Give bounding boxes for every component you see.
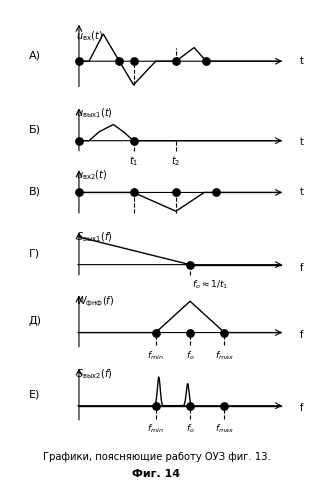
Text: $u_{\text{вых1}}(t)$: $u_{\text{вых1}}(t)$ bbox=[75, 106, 112, 120]
Text: Г): Г) bbox=[29, 248, 40, 258]
Text: $t_2$: $t_2$ bbox=[171, 154, 181, 168]
Text: $u_{\text{вх2}}(t)$: $u_{\text{вх2}}(t)$ bbox=[75, 168, 107, 182]
Text: Е): Е) bbox=[29, 389, 40, 399]
Text: f: f bbox=[300, 330, 303, 340]
Text: $f_o$: $f_o$ bbox=[186, 422, 194, 435]
Point bbox=[187, 402, 192, 409]
Text: $f_{min}$: $f_{min}$ bbox=[147, 422, 164, 435]
Point bbox=[153, 402, 158, 409]
Text: t: t bbox=[300, 186, 304, 196]
Text: $f_{max}$: $f_{max}$ bbox=[215, 422, 234, 435]
Text: $S_{\text{вых1}}(f)$: $S_{\text{вых1}}(f)$ bbox=[75, 230, 112, 244]
Text: t: t bbox=[300, 56, 304, 66]
Text: t: t bbox=[300, 137, 304, 147]
Text: $f_{max}$: $f_{max}$ bbox=[215, 350, 234, 362]
Text: $f_o \approx 1/t_1$: $f_o \approx 1/t_1$ bbox=[192, 278, 228, 290]
Point bbox=[173, 188, 178, 196]
Text: Б): Б) bbox=[29, 124, 41, 134]
Point bbox=[187, 328, 192, 336]
Text: $W_{\text{фнф}}(f)$: $W_{\text{фнф}}(f)$ bbox=[75, 294, 114, 308]
Text: Д): Д) bbox=[29, 316, 42, 326]
Text: Графики, поясняющие работу ОУЗ фиг. 13.: Графики, поясняющие работу ОУЗ фиг. 13. bbox=[43, 452, 270, 462]
Point bbox=[214, 188, 219, 196]
Text: В): В) bbox=[29, 186, 41, 196]
Point bbox=[153, 328, 158, 336]
Text: $u_{\text{вх}}(t)$: $u_{\text{вх}}(t)$ bbox=[75, 30, 103, 43]
Point bbox=[131, 57, 136, 65]
Point bbox=[222, 328, 227, 336]
Point bbox=[76, 188, 81, 196]
Point bbox=[173, 57, 178, 65]
Text: Фиг. 14: Фиг. 14 bbox=[132, 469, 181, 479]
Point bbox=[76, 136, 81, 144]
Text: f: f bbox=[300, 403, 303, 413]
Point bbox=[131, 136, 136, 144]
Text: $t_1$: $t_1$ bbox=[129, 154, 138, 168]
Point bbox=[117, 57, 122, 65]
Point bbox=[131, 188, 136, 196]
Point bbox=[222, 402, 227, 409]
Point bbox=[76, 57, 81, 65]
Text: А): А) bbox=[29, 50, 41, 60]
Text: f: f bbox=[300, 262, 303, 272]
Text: $f_o$: $f_o$ bbox=[186, 350, 194, 362]
Text: $S_{\text{вых2}}(f)$: $S_{\text{вых2}}(f)$ bbox=[75, 368, 112, 381]
Text: $f_{min}$: $f_{min}$ bbox=[147, 350, 164, 362]
Point bbox=[187, 260, 192, 268]
Point bbox=[204, 57, 209, 65]
